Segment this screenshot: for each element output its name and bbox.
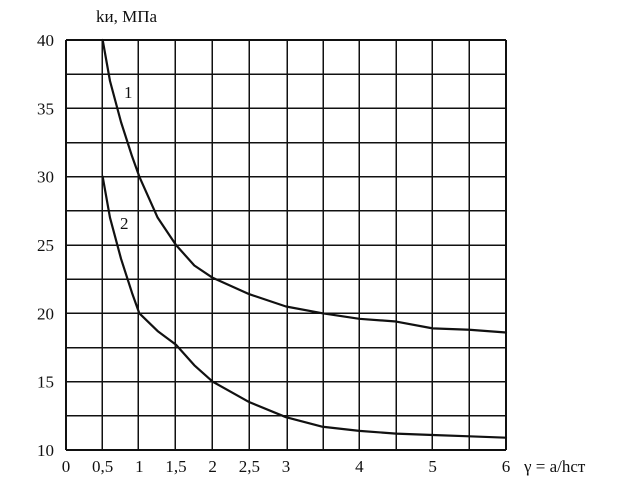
x-tick-label-4: 1,5 <box>165 457 186 476</box>
x-tick-label-6: 2,5 <box>239 457 260 476</box>
y-tick-label-3: 20 <box>37 304 54 323</box>
x-tick-label-1: 0 <box>62 457 71 476</box>
y-tick-label-5: 30 <box>37 168 54 187</box>
x-tick-label-8: 4 <box>355 457 364 476</box>
x-tick-label-9: 5 <box>428 457 437 476</box>
y-axis-title: kи, МПа <box>96 7 157 26</box>
series-line-1 <box>101 38 508 334</box>
x-tick-label-7: 3 <box>282 457 291 476</box>
curve-label-1: 1 <box>124 83 133 102</box>
x-axis-title: γ = a/hст <box>523 457 586 476</box>
y-tick-label-4: 25 <box>37 236 54 255</box>
y-tick-label-2: 15 <box>37 373 54 392</box>
series-layer <box>101 38 508 439</box>
series-line-2 <box>101 175 508 439</box>
plot-frame <box>65 39 507 451</box>
y-tick-label-7: 40 <box>37 31 54 50</box>
y-tick-label-6: 35 <box>37 99 54 118</box>
y-tick-label-1: 10 <box>37 441 54 460</box>
labels-layer: 10 15 20 25 30 35 40 0 0,5 1 1,5 2 2,5 3 4 5 6 1 2 <box>37 31 510 476</box>
x-tick-label-2: 0,5 <box>92 457 113 476</box>
x-tick-label-3: 1 <box>135 457 144 476</box>
curve-label-2: 2 <box>120 214 129 233</box>
x-tick-label-10: 6 <box>502 457 511 476</box>
x-tick-label-5: 2 <box>208 457 217 476</box>
